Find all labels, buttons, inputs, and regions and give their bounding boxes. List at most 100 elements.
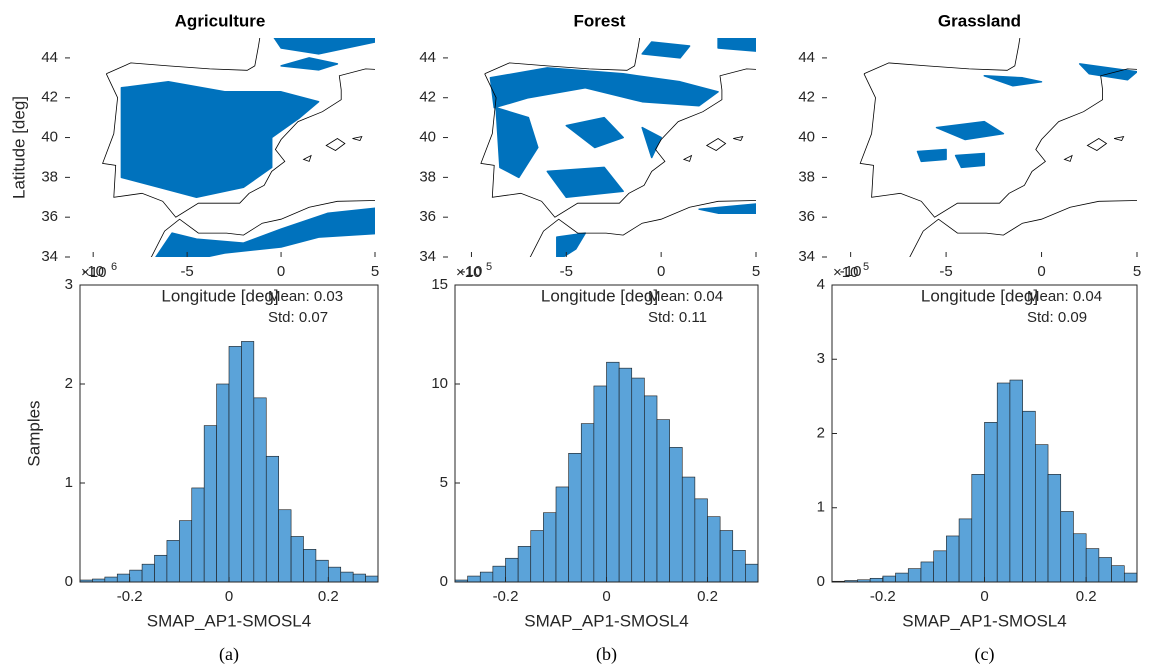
land-cover-area — [717, 38, 756, 52]
histogram-bar — [1123, 572, 1138, 583]
land-cover-area — [546, 166, 624, 199]
coastline — [1063, 154, 1073, 162]
histogram-bar — [580, 423, 595, 583]
histogram-bar — [543, 512, 557, 583]
histogram-bar — [479, 571, 494, 583]
histogram-bar — [216, 383, 230, 583]
histogram-bar — [116, 573, 130, 583]
histogram-bar — [352, 573, 366, 583]
y-tick-label: 0 — [65, 573, 73, 590]
histogram-bar — [996, 382, 1011, 583]
stat-annotation: Mean: 0.03 — [268, 288, 343, 305]
y-tick-label: 36 — [41, 208, 58, 225]
x-tick-label: 0 — [277, 263, 285, 280]
panel-label: (b) — [596, 644, 617, 665]
x-axis-label: SMAP_AP1-SMOSL4 — [902, 611, 1066, 630]
histogram-bar — [907, 568, 922, 583]
land-cover-area — [954, 152, 986, 169]
histogram-bar — [265, 455, 279, 583]
x-tick-label: -5 — [939, 263, 952, 280]
land-cover-area — [983, 75, 1043, 87]
y-tick-label: 38 — [419, 168, 436, 185]
histogram-bar — [228, 346, 242, 583]
histogram-bar — [1060, 511, 1074, 583]
histogram-bar — [656, 419, 670, 583]
histogram-bar — [869, 577, 884, 583]
x-tick-label: -10 — [82, 263, 104, 280]
histogram-bar — [290, 536, 304, 583]
y-tick-label: 44 — [41, 49, 58, 66]
histogram-bar — [328, 566, 342, 583]
x-tick-label: 0 — [657, 263, 665, 280]
land-cover-area — [916, 148, 947, 163]
histogram-bar — [1073, 533, 1087, 583]
x-tick-label: -0.2 — [493, 588, 519, 605]
histogram-bar — [191, 487, 205, 583]
histogram-bar — [745, 563, 759, 583]
histogram-bar — [203, 425, 217, 583]
histogram-bar — [568, 452, 582, 583]
panel-label: (a) — [219, 644, 239, 665]
land-cover-area — [641, 41, 691, 59]
x-tick-label: 0.2 — [318, 588, 339, 605]
histogram-bar — [365, 575, 379, 583]
y-tick-label: 2 — [817, 424, 825, 441]
map-title: Agriculture — [175, 11, 266, 30]
x-tick-label: -0.2 — [870, 588, 896, 605]
coastline — [352, 136, 363, 141]
histogram-bar — [467, 575, 481, 583]
x-axis-label: SMAP_AP1-SMOSL4 — [147, 611, 311, 630]
y-tick-label: 3 — [817, 350, 825, 367]
x-tick-label: 5 — [1133, 263, 1141, 280]
map — [859, 38, 1137, 257]
y-axis-label: Latitude [deg] — [9, 96, 28, 199]
histogram-bar — [1098, 557, 1112, 583]
y-tick-label: 36 — [419, 208, 436, 225]
panel-label: (c) — [975, 644, 995, 665]
y-tick-label: 4 — [817, 276, 825, 293]
y-tick-label: 42 — [419, 89, 436, 106]
histogram-bar — [1111, 565, 1125, 583]
x-axis-label: SMAP_AP1-SMOSL4 — [524, 611, 688, 630]
y-tick-label: 1 — [65, 474, 73, 491]
histogram-bar — [669, 447, 683, 583]
histogram-bar — [895, 572, 909, 583]
coastline — [150, 200, 375, 257]
x-axis-label: Longitude [deg] — [161, 286, 278, 305]
histogram-bar — [606, 361, 620, 583]
coastline — [733, 136, 744, 141]
x-tick-label: 0.2 — [1076, 588, 1097, 605]
y-multiplier-power: 5 — [486, 261, 492, 273]
y-tick-label: 34 — [41, 248, 58, 265]
y-tick-label: 3 — [65, 276, 73, 293]
y-tick-label: 34 — [798, 248, 815, 265]
x-tick-label: 0 — [225, 588, 233, 605]
y-tick-label: 40 — [41, 129, 58, 146]
coastline — [1086, 138, 1108, 151]
histogram-bar — [340, 571, 354, 583]
x-tick-label: -0.2 — [117, 588, 143, 605]
histogram-bar — [882, 575, 896, 583]
y-tick-label: 42 — [41, 89, 58, 106]
y-multiplier-power: 6 — [111, 261, 117, 273]
stat-annotation: Mean: 0.04 — [648, 288, 723, 305]
histogram-bar — [732, 550, 746, 583]
y-tick-label: 15 — [431, 276, 448, 293]
land-cover-area — [120, 81, 320, 199]
coastline — [529, 200, 756, 257]
stat-annotation: Std: 0.07 — [268, 309, 328, 326]
x-tick-label: -5 — [560, 263, 573, 280]
histogram-bar — [530, 530, 544, 583]
histogram-bar — [1035, 444, 1049, 583]
x-tick-label: 0.2 — [697, 588, 718, 605]
histogram-bar — [141, 563, 155, 583]
y-tick-label: 38 — [798, 168, 815, 185]
coastline — [1113, 136, 1125, 141]
histogram-bar — [618, 367, 633, 583]
histogram-bar — [303, 549, 317, 583]
histogram-bar — [555, 486, 569, 583]
map — [480, 38, 756, 257]
coastline — [302, 154, 312, 162]
x-tick-label: -10 — [840, 263, 862, 280]
